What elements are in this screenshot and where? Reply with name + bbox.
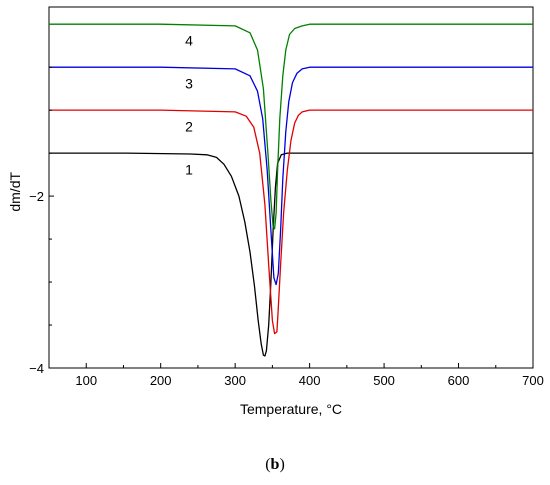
series-line-1 [49, 152, 533, 357]
figure-caption: (b) [0, 456, 550, 474]
curve-label-3: 3 [185, 76, 193, 92]
caption-open: ( [265, 456, 271, 473]
y-axis-label: dm/dT [7, 172, 23, 212]
x-tick-label: 400 [299, 373, 321, 388]
chart: 100 200 300 400 500 600 700 −2 −4 4 3 2 1 Temperatu… [7, 6, 544, 417]
y-tick-label: −2 [29, 189, 44, 204]
curve-label-2: 2 [185, 119, 193, 135]
series-layer [49, 23, 533, 357]
tick-layer: 100 200 300 400 500 600 700 −2 −4 [29, 66, 544, 388]
series-line-3 [49, 66, 533, 286]
x-tick-label: 300 [224, 373, 246, 388]
curve-label-4: 4 [185, 33, 193, 49]
annotation-layer: 4 3 2 1 [185, 33, 193, 178]
caption-close: ) [279, 456, 285, 473]
series-line-2 [49, 109, 533, 335]
x-tick-label: 500 [373, 373, 395, 388]
plot-frame [48, 6, 534, 369]
x-tick-label: 700 [522, 373, 544, 388]
caption-label: b [270, 456, 280, 473]
x-axis-label: Temperature, °C [240, 401, 342, 417]
x-tick-label: 100 [75, 373, 97, 388]
series-line-4 [49, 23, 533, 230]
x-tick-label: 600 [448, 373, 470, 388]
x-tick-label: 200 [150, 373, 172, 388]
curve-label-1: 1 [185, 162, 193, 178]
y-tick-label: −4 [29, 361, 44, 376]
